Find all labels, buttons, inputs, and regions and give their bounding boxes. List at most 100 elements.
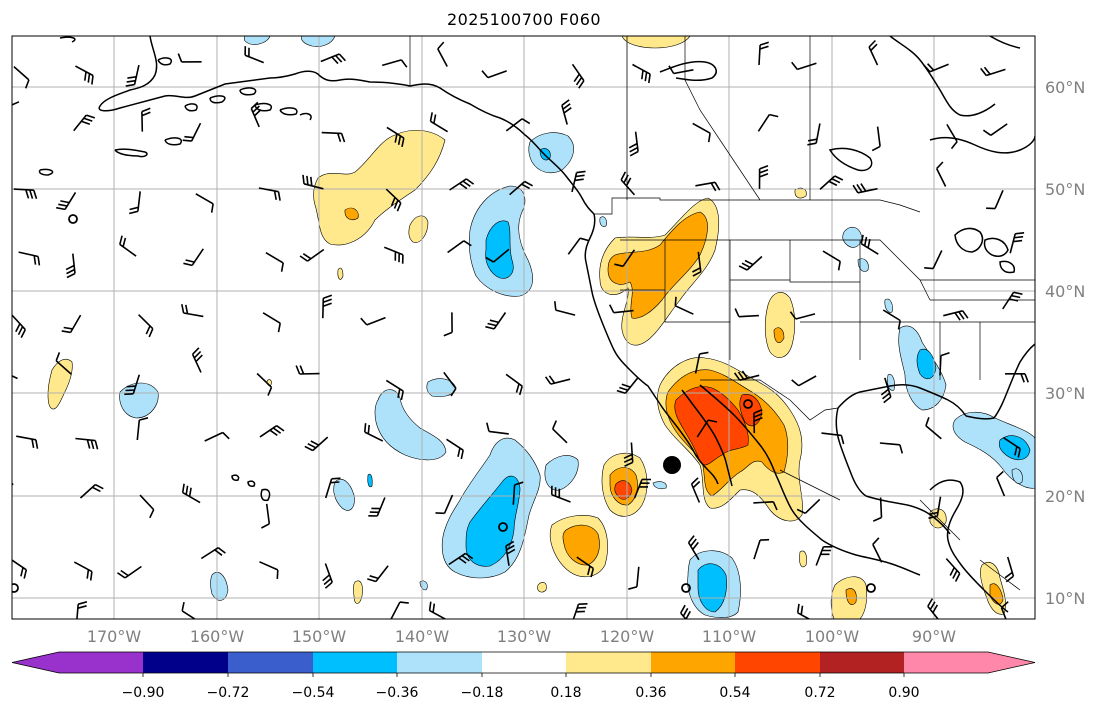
wind-barb <box>485 312 507 330</box>
colorbar-tick-label: −0.18 <box>461 685 504 701</box>
colorbar-segment <box>228 652 313 673</box>
lon-label: 160°W <box>190 627 245 646</box>
wind-barb <box>872 497 883 522</box>
wind-barb <box>481 70 507 79</box>
wind-barb <box>259 425 285 438</box>
wind-barb <box>571 170 586 193</box>
wind-barb <box>16 435 39 449</box>
colorbar-segment <box>988 652 1035 673</box>
wind-barb <box>204 431 230 442</box>
wind-barb <box>324 477 341 499</box>
colorbar-segment <box>313 652 397 673</box>
map-title: 2025100700 F060 <box>446 10 602 29</box>
wind-barb <box>299 248 325 262</box>
wind-barb <box>244 46 264 64</box>
colorbar-segment <box>12 652 59 673</box>
wind-barb <box>821 432 845 445</box>
wind-barb <box>695 181 721 192</box>
wind-barb <box>61 314 82 334</box>
lon-label: 130°W <box>497 627 552 646</box>
wind-barb <box>125 64 140 87</box>
wind-barb <box>982 123 1008 136</box>
wind-barb <box>758 165 769 189</box>
lon-label: 90°W <box>912 627 956 646</box>
wind-barb <box>435 494 454 515</box>
wind-barb <box>183 248 204 267</box>
wind-barb <box>486 422 509 435</box>
wind-barb <box>868 39 879 66</box>
wind-barb <box>757 113 779 132</box>
map-frame <box>11 35 1036 620</box>
wind-barb <box>852 183 878 194</box>
wind-barb <box>608 304 634 314</box>
wind-barb <box>117 565 142 579</box>
wind-barb <box>18 251 41 266</box>
lat-label: 50°N <box>1045 180 1085 199</box>
wind-barb <box>616 377 639 395</box>
wind-barb <box>177 53 202 63</box>
colorbar-tick-label: 0.36 <box>635 685 666 701</box>
wind-barb <box>692 122 711 143</box>
colorbar-tick-label: 0.18 <box>550 685 581 701</box>
wind-barb <box>320 53 346 65</box>
wind-barb <box>505 540 516 566</box>
wind-barb <box>390 601 409 619</box>
lon-label: 150°W <box>292 627 347 646</box>
wind-barb <box>448 552 474 566</box>
lat-label: 30°N <box>1045 384 1085 403</box>
wind-barb <box>628 566 640 590</box>
wind-barb <box>572 603 588 619</box>
shaded-field-negative <box>119 36 1035 618</box>
calm-markers <box>12 214 876 593</box>
wind-barb <box>632 63 651 84</box>
wind-barb <box>880 377 892 404</box>
wind-barb <box>139 494 155 519</box>
wind-barb <box>505 118 531 132</box>
colorbar-segment <box>143 652 228 673</box>
wind-barb <box>791 61 817 71</box>
colorbar <box>11 651 1036 677</box>
wind-barb <box>554 301 576 316</box>
wind-barb <box>758 628 768 653</box>
wind-barb <box>386 126 405 148</box>
lat-label: 60°N <box>1045 78 1085 97</box>
wind-barb <box>322 563 333 589</box>
wind-barb <box>945 558 961 582</box>
wind-barb <box>182 122 202 142</box>
colorbar-segment <box>482 652 566 673</box>
wind-barb <box>367 565 389 583</box>
wind-barb <box>733 370 760 381</box>
wind-barb <box>75 65 94 85</box>
wind-barb <box>0 621 10 631</box>
colorbar-segment <box>651 652 735 673</box>
wind-barb <box>576 556 595 578</box>
colorbar-tick-label: 0.90 <box>888 685 919 701</box>
wind-barb <box>1009 232 1025 254</box>
colorbar-tick-label: −0.54 <box>292 685 335 701</box>
wind-barb <box>633 478 652 499</box>
wind-barb <box>544 375 571 385</box>
wind-barb <box>443 371 457 397</box>
wind-barb <box>322 294 333 319</box>
colorbar-segment <box>904 652 988 673</box>
wind-barb <box>986 189 1004 210</box>
wind-barb <box>791 375 817 387</box>
wind-barb <box>872 625 886 645</box>
wind-barb <box>55 352 72 375</box>
wind-barb <box>753 409 763 434</box>
colorbar-tick-labels: −0.90 −0.72 −0.54 −0.36 −0.18 0.18 0.36 … <box>122 685 920 701</box>
wind-barb <box>692 251 702 277</box>
wind-barb <box>628 131 639 157</box>
wind-barb <box>384 246 404 264</box>
lon-label: 110°W <box>702 627 757 646</box>
wind-barb <box>261 503 271 529</box>
lat-label: 20°N <box>1045 487 1085 506</box>
storm-marker <box>663 456 681 474</box>
wind-barb <box>980 66 1006 77</box>
lon-label: 140°W <box>395 627 450 646</box>
wind-barb <box>302 174 324 190</box>
wind-barb <box>928 496 942 519</box>
wind-barb <box>259 561 279 579</box>
lon-label: 120°W <box>600 627 655 646</box>
colorbar-segment <box>735 652 820 673</box>
